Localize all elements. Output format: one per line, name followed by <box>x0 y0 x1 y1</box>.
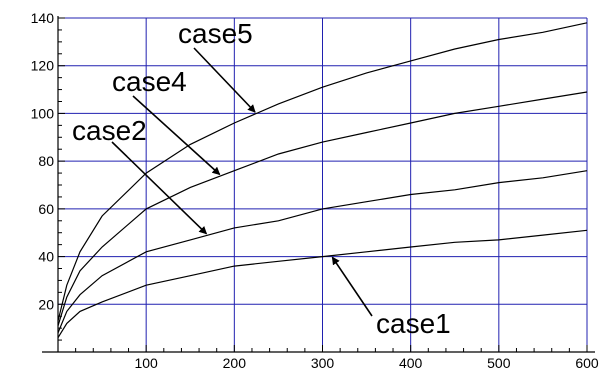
x-tick-label: 600 <box>575 355 599 371</box>
y-tick-label: 140 <box>31 10 55 26</box>
annotation-arrow-case5 <box>193 47 256 113</box>
series-line-case4 <box>57 91 588 326</box>
series-line-case1 <box>57 229 588 339</box>
annotations: case5 case4 case2 case1 <box>72 18 451 339</box>
annotation-label-case1: case1 <box>376 308 451 339</box>
y-tick-label: 40 <box>38 249 54 265</box>
y-tick-label: 80 <box>38 153 54 169</box>
annotation-label-case4: case4 <box>112 66 187 97</box>
x-tick-label: 200 <box>223 355 247 371</box>
x-tick-label: 100 <box>134 355 158 371</box>
series-lines <box>57 22 588 339</box>
x-tick-label: 500 <box>487 355 511 371</box>
y-tick-label: 100 <box>31 105 55 121</box>
series-line-case5 <box>57 22 588 322</box>
y-tick-label: 20 <box>38 296 54 312</box>
y-tick-label: 60 <box>38 201 54 217</box>
x-tick-label: 400 <box>399 355 423 371</box>
x-tick-label: 300 <box>311 355 335 371</box>
annotation-label-case5: case5 <box>178 18 253 49</box>
y-tick-label: 120 <box>31 58 55 74</box>
annotation-label-case2: case2 <box>72 115 147 146</box>
annotation-arrow-case4 <box>132 95 221 176</box>
annotation-arrow-case1 <box>331 256 373 317</box>
axes: 100 200 300 400 500 600 20 40 60 80 100 120 140 <box>31 10 599 371</box>
series-line-case2 <box>57 170 588 334</box>
annotation-arrow-case2 <box>111 141 208 235</box>
